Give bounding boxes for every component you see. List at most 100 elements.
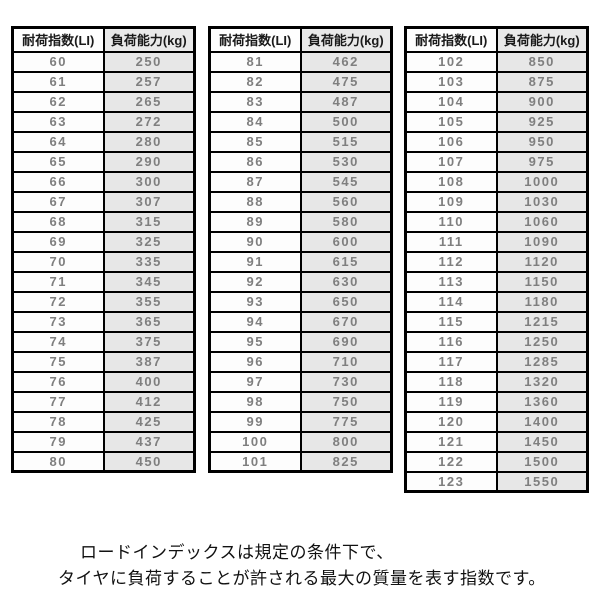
table-row: 86 530	[208, 150, 393, 173]
load-capacity-table: 耐荷指数(LI) 負荷能力(kg) 102 850 103 875 104 900 105 925…	[404, 26, 589, 493]
cell-load-capacity: 412	[102, 390, 196, 413]
cell-load-index: 91	[208, 250, 302, 273]
cell-load-capacity: 560	[299, 190, 393, 213]
cell-load-index: 123	[404, 470, 498, 493]
table-row: 67 307	[11, 190, 196, 213]
cell-load-capacity: 265	[102, 90, 196, 113]
cell-load-capacity: 750	[299, 390, 393, 413]
cell-load-index: 85	[208, 130, 302, 153]
cell-load-capacity: 1450	[495, 430, 589, 453]
cell-load-index: 116	[404, 330, 498, 353]
cell-load-capacity: 250	[102, 50, 196, 73]
table-row: 61 257	[11, 70, 196, 93]
cell-load-capacity: 1360	[495, 390, 589, 413]
cell-load-capacity: 630	[299, 270, 393, 293]
cell-load-index: 99	[208, 410, 302, 433]
cell-load-capacity: 825	[299, 450, 393, 473]
cell-load-index: 97	[208, 370, 302, 393]
cell-load-index: 87	[208, 170, 302, 193]
cell-load-capacity: 1215	[495, 310, 589, 333]
table-row: 72 355	[11, 290, 196, 313]
cell-load-capacity: 1090	[495, 230, 589, 253]
table-row: 84 500	[208, 110, 393, 133]
cell-load-index: 113	[404, 270, 498, 293]
cell-load-capacity: 690	[299, 330, 393, 353]
header-load-index: 耐荷指数(LI)	[11, 26, 105, 53]
load-index-table-102-123: 耐荷指数(LI) 負荷能力(kg) 102 850 103 875 104 900 105 925…	[404, 26, 589, 493]
cell-load-capacity: 325	[102, 230, 196, 253]
cell-load-index: 98	[208, 390, 302, 413]
table-row: 80 450	[11, 450, 196, 473]
table-row: 118 1320	[404, 370, 589, 393]
table-row: 121 1450	[404, 430, 589, 453]
header-load-index: 耐荷指数(LI)	[208, 26, 302, 53]
cell-load-index: 75	[11, 350, 105, 373]
table-row: 82 475	[208, 70, 393, 93]
cell-load-index: 110	[404, 210, 498, 233]
table-row: 76 400	[11, 370, 196, 393]
table-row: 103 875	[404, 70, 589, 93]
cell-load-index: 82	[208, 70, 302, 93]
table-row: 95 690	[208, 330, 393, 353]
table-row: 93 650	[208, 290, 393, 313]
cell-load-index: 62	[11, 90, 105, 113]
table-header-row: 耐荷指数(LI) 負荷能力(kg)	[404, 26, 589, 53]
cell-load-index: 105	[404, 110, 498, 133]
table-row: 123 1550	[404, 470, 589, 493]
cell-load-index: 107	[404, 150, 498, 173]
cell-load-index: 64	[11, 130, 105, 153]
cell-load-capacity: 650	[299, 290, 393, 313]
table-row: 81 462	[208, 50, 393, 73]
cell-load-capacity: 307	[102, 190, 196, 213]
table-row: 110 1060	[404, 210, 589, 233]
table-row: 63 272	[11, 110, 196, 133]
cell-load-index: 76	[11, 370, 105, 393]
table-row: 114 1180	[404, 290, 589, 313]
cell-load-index: 102	[404, 50, 498, 73]
cell-load-capacity: 615	[299, 250, 393, 273]
table-row: 88 560	[208, 190, 393, 213]
table-row: 111 1090	[404, 230, 589, 253]
cell-load-index: 80	[11, 450, 105, 473]
cell-load-capacity: 925	[495, 110, 589, 133]
cell-load-capacity: 670	[299, 310, 393, 333]
cell-load-capacity: 335	[102, 250, 196, 273]
cell-load-index: 119	[404, 390, 498, 413]
cell-load-index: 66	[11, 170, 105, 193]
table-row: 73 365	[11, 310, 196, 333]
cell-load-index: 117	[404, 350, 498, 373]
cell-load-capacity: 710	[299, 350, 393, 373]
table-row: 115 1215	[404, 310, 589, 333]
cell-load-capacity: 1500	[495, 450, 589, 473]
footer-note-line1: ロードインデックスは規定の条件下で、	[80, 543, 394, 562]
cell-load-index: 101	[208, 450, 302, 473]
table-row: 94 670	[208, 310, 393, 333]
header-load-index: 耐荷指数(LI)	[404, 26, 498, 53]
table-row: 83 487	[208, 90, 393, 113]
cell-load-index: 79	[11, 430, 105, 453]
cell-load-index: 111	[404, 230, 498, 253]
cell-load-index: 121	[404, 430, 498, 453]
cell-load-capacity: 1000	[495, 170, 589, 193]
cell-load-index: 100	[208, 430, 302, 453]
cell-load-index: 89	[208, 210, 302, 233]
table-row: 74 375	[11, 330, 196, 353]
table-row: 117 1285	[404, 350, 589, 373]
cell-load-capacity: 975	[495, 150, 589, 173]
cell-load-index: 63	[11, 110, 105, 133]
cell-load-capacity: 475	[299, 70, 393, 93]
cell-load-index: 118	[404, 370, 498, 393]
table-row: 69 325	[11, 230, 196, 253]
table-row: 108 1000	[404, 170, 589, 193]
table-row: 122 1500	[404, 450, 589, 473]
cell-load-capacity: 272	[102, 110, 196, 133]
table-row: 119 1360	[404, 390, 589, 413]
cell-load-capacity: 315	[102, 210, 196, 233]
table-row: 70 335	[11, 250, 196, 273]
table-row: 113 1150	[404, 270, 589, 293]
table-row: 64 280	[11, 130, 196, 153]
cell-load-index: 115	[404, 310, 498, 333]
table-row: 100 800	[208, 430, 393, 453]
table-row: 102 850	[404, 50, 589, 73]
table-row: 101 825	[208, 450, 393, 473]
